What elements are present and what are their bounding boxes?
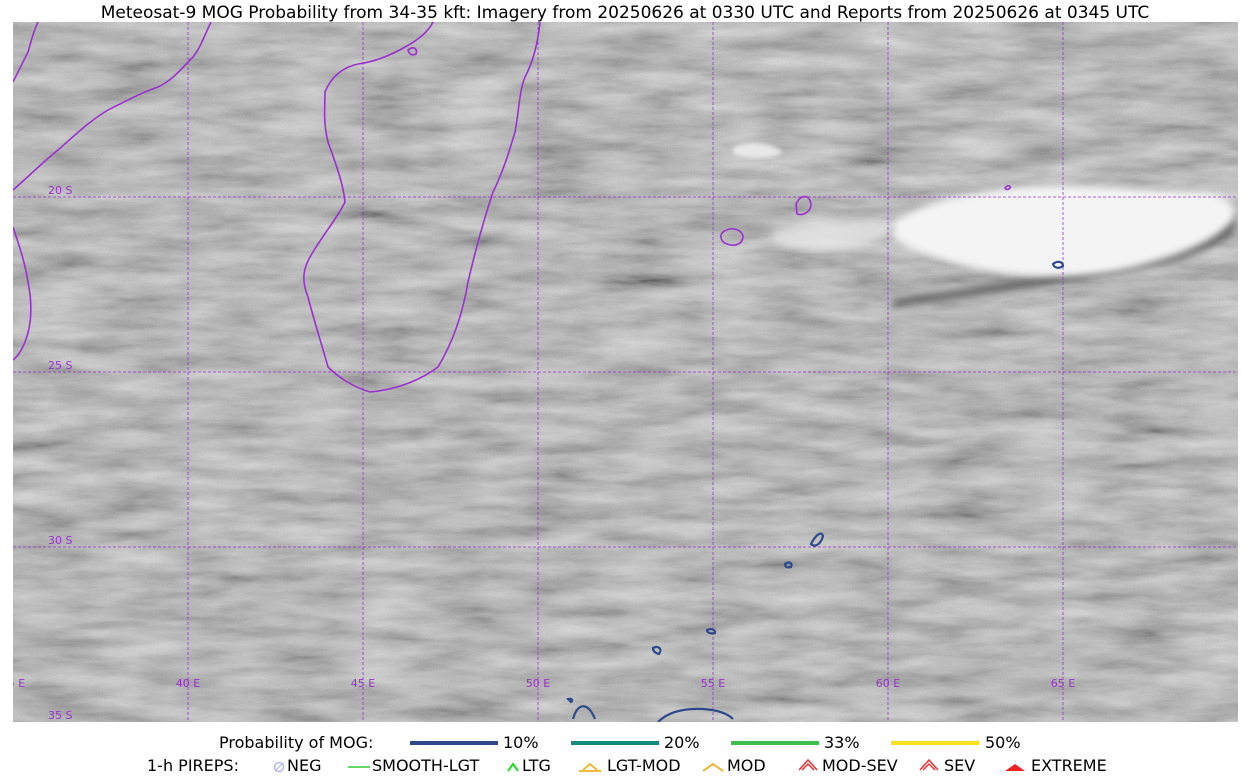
legend-label-50pct: 50% (985, 733, 1021, 752)
lon-label: 65 E (1051, 677, 1075, 690)
legend-swatch-50pct (891, 741, 979, 745)
latitude-labels: 20 S 25 S 30 S 35 S (48, 184, 72, 722)
africa-coast-north (13, 22, 212, 191)
rodrigues-island (1004, 184, 1011, 191)
pirep-label-ltg: LTG (522, 756, 551, 775)
pirep-label-mod-sev: MOD-SEV (822, 756, 898, 775)
neg-circle-icon (273, 761, 285, 773)
coastlines (13, 22, 1011, 393)
lon-label: 40 E (176, 677, 200, 690)
pirep-label-extreme: EXTREME (1031, 756, 1107, 775)
caret-icon (507, 762, 519, 772)
legend-swatch-20pct (571, 741, 659, 745)
legend-swatch-33pct (731, 741, 819, 745)
chart-title: Meteosat-9 MOG Probability from 34-35 kf… (100, 3, 1150, 23)
lon-label: 50 E (526, 677, 550, 690)
lat-label: 20 S (48, 184, 72, 197)
reunion-island (720, 227, 744, 246)
graticule (13, 22, 1238, 722)
probability-legend-label: Probability of MOG: (219, 733, 374, 752)
lat-label: 25 S (48, 359, 72, 372)
satellite-map[interactable]: 20 S 25 S 30 S 35 S 35 E 40 E 45 E 50 E 55 E 60 … (13, 22, 1238, 722)
lon-label: 55 E (701, 677, 725, 690)
pirep-label-neg: NEG (287, 756, 322, 775)
pirep-label-smooth-lgt: SMOOTH-LGT (372, 756, 480, 775)
pirep-label-sev: SEV (944, 756, 976, 775)
lon-label: 35 E (13, 677, 25, 690)
comoros-island (407, 47, 418, 56)
legend-label-33pct: 33% (824, 733, 860, 752)
legend-label-10pct: 10% (503, 733, 539, 752)
madagascar-coast (303, 22, 541, 393)
caret-icon (702, 762, 724, 772)
double-caret-icon (798, 758, 818, 771)
mozambique-coast (13, 226, 32, 361)
legend-swatch-10pct (410, 741, 498, 745)
filled-caret-icon (1005, 764, 1025, 771)
pireps-legend: 1-h PIREPS: NEG SMOOTH-LGT LTG LGT-MOD M… (0, 756, 1250, 776)
lon-label: 60 E (876, 677, 900, 690)
mauritius-island (795, 195, 812, 216)
legend-label-20pct: 20% (664, 733, 700, 752)
lat-label: 35 S (48, 709, 72, 722)
africa-coast-west (13, 22, 39, 83)
mog-contours-10pct (565, 260, 1065, 722)
cloud-band (733, 143, 1235, 307)
lat-label: 30 S (48, 534, 72, 547)
longitude-labels: 35 E 40 E 45 E 50 E 55 E 60 E 65 E (13, 677, 1075, 690)
pirep-label-mod: MOD (727, 756, 766, 775)
probability-legend: Probability of MOG: 10% 20% 33% 50% (0, 733, 1250, 753)
caret-bar-icon (579, 762, 601, 772)
pirep-label-lgt-mod: LGT-MOD (607, 756, 681, 775)
double-caret-icon (919, 758, 939, 771)
pireps-legend-label: 1-h PIREPS: (147, 756, 239, 775)
line-icon (348, 766, 370, 768)
lon-label: 45 E (351, 677, 375, 690)
map-svg: 20 S 25 S 30 S 35 S 35 E 40 E 45 E 50 E 55 E 60 … (13, 22, 1238, 722)
